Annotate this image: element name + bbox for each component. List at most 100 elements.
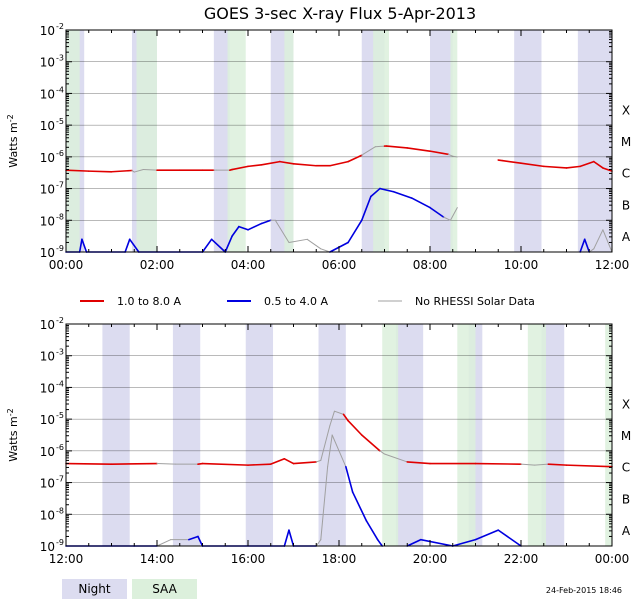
series-05-4A-seg-26 <box>410 197 431 209</box>
series-1-8A-seg-17 <box>360 434 381 452</box>
ytick-exp-2: -4 <box>56 379 64 388</box>
xtick-label-5: 10:00 <box>504 258 539 272</box>
ytick-label-4: 10 <box>40 151 55 165</box>
series-1-8A-seg-22 <box>474 462 522 465</box>
y-axis-label: Watts m-2 <box>6 114 20 167</box>
series-05-4A-seg-25 <box>392 190 413 199</box>
series-1-8A-seg-6 <box>201 462 249 466</box>
xtick-label-3: 18:00 <box>322 552 357 566</box>
series-1-8A-seg-11 <box>315 459 322 463</box>
xtick-label-5: 22:00 <box>504 552 539 566</box>
series-1-8A-seg-3 <box>156 463 176 465</box>
series-1-8A-seg-17 <box>279 160 295 165</box>
panel-1: 10-210-310-410-510-610-710-810 -900:00 02:… <box>6 22 631 272</box>
series-05-4A-seg-23 <box>370 187 381 198</box>
series-1-8A-seg-20 <box>329 160 349 167</box>
legend-label-1: 1.0 to 8.0 A <box>117 295 182 308</box>
bands-legend: Night SAA <box>62 579 197 599</box>
series-05-4A-seg-2 <box>78 238 83 253</box>
xtick-label-6: 00:00 <box>595 552 630 566</box>
ytick-exp-6: -8 <box>56 506 64 515</box>
series-1-8A-seg-14 <box>333 410 345 415</box>
series-1-8A-seg-29 <box>447 153 454 157</box>
flare-class-X: X <box>622 103 630 117</box>
series-1-8A-seg-35 <box>565 165 581 169</box>
ytick-exp-7: -9 <box>56 244 64 253</box>
ytick-label-0: 10 <box>40 24 55 38</box>
xtick-label-1: 02:00 <box>140 258 175 272</box>
night-band-7 <box>514 30 542 252</box>
series-05-4A-seg-30 <box>579 238 586 253</box>
series-05-4A-seg-28 <box>443 216 451 221</box>
series-1-8A-seg-2 <box>110 462 158 465</box>
series-05-4A-seg-19 <box>320 248 331 253</box>
series-05-4A-seg-33 <box>593 229 604 250</box>
saa-band-3 <box>227 30 246 252</box>
saa-band-1 <box>382 324 399 546</box>
y-axis-label-text: Watts m <box>7 416 20 461</box>
series-05-4A-seg-21 <box>347 219 363 244</box>
series-05-4A-seg-3 <box>81 238 88 253</box>
ytick-label-3: 10 <box>40 413 55 427</box>
saa-band-1 <box>66 30 80 252</box>
series-1-8A-seg-2 <box>87 170 113 173</box>
series-05-4A-seg-14 <box>260 219 272 225</box>
ytick-exp-3: -5 <box>56 411 64 420</box>
series-1-8A-seg-8 <box>269 457 286 465</box>
series-05-4A-seg-24 <box>379 187 395 193</box>
series-05-4A-seg-22 <box>406 538 422 547</box>
saa-band-4 <box>284 30 294 252</box>
night-band-5 <box>395 324 424 546</box>
legend-label-2: 0.5 to 4.0 A <box>264 295 329 308</box>
saa-band-4 <box>605 324 612 546</box>
series-1-8A-seg-13 <box>329 410 335 426</box>
panel-2: 10-210-310-410-510-610-710-810 -912:00 14:… <box>6 316 631 566</box>
series-1-8A-seg-14 <box>231 165 249 171</box>
ytick-label-3: 10 <box>40 119 55 133</box>
ytick-label-0: 10 <box>40 318 55 332</box>
series-05-4A-seg-13 <box>247 222 263 231</box>
series-05-4A-seg-26 <box>497 529 522 547</box>
ytick-label-5: 10 <box>40 183 55 197</box>
series-05-4A-seg-9 <box>288 529 295 547</box>
ytick-label-4: 10 <box>40 445 55 459</box>
series-1-8A-seg-30 <box>452 155 458 158</box>
series-05-4A-seg-18 <box>306 238 322 250</box>
saa-band-2 <box>136 30 157 252</box>
series-1-8A <box>65 410 613 468</box>
y-axis-label-sup: -2 <box>6 408 15 416</box>
xtick-label-0: 12:00 <box>49 552 84 566</box>
series-1-8A-seg-26 <box>565 464 613 468</box>
y-axis-label-sup: -2 <box>6 114 15 122</box>
night-band-2 <box>172 324 201 546</box>
series-05-4A-seg-17 <box>351 491 368 522</box>
series-1-8A-seg-1 <box>65 169 90 172</box>
series-1-8A-seg-12 <box>320 424 331 461</box>
series-05-4A-seg-23 <box>420 538 454 547</box>
series-1-8A-seg-3 <box>110 169 133 173</box>
band-swatch-1 <box>62 579 127 599</box>
series-05-4A-seg-5 <box>124 238 131 253</box>
ytick-exp-7: -9 <box>56 538 64 547</box>
ytick-label-1: 10 <box>40 350 55 364</box>
series-05-4A-seg-16 <box>345 465 354 493</box>
flare-class-B: B <box>622 492 630 506</box>
series-1-8A-seg-33 <box>520 162 545 168</box>
ytick-label-6: 10 <box>40 214 55 228</box>
series-1-8A-seg-16 <box>347 419 363 436</box>
ytick-label-2: 10 <box>40 87 55 101</box>
band-swatch-2 <box>132 579 197 599</box>
series-1-8A-seg-18 <box>292 163 318 167</box>
y-axis-label: Watts m-2 <box>6 408 20 461</box>
xtick-label-4: 08:00 <box>413 258 448 272</box>
flare-class-C: C <box>622 167 630 181</box>
ytick-exp-0: -2 <box>56 22 64 31</box>
night-band-7 <box>541 324 565 546</box>
series-05-4A-seg-5 <box>188 535 199 541</box>
ytick-exp-5: -7 <box>56 181 64 190</box>
series-05-4A-seg-18 <box>365 519 379 541</box>
series-05-4A-seg-24 <box>451 538 477 547</box>
series-05-4A-seg-10 <box>224 235 233 253</box>
series-1-8A-seg-36 <box>579 160 595 168</box>
flare-class-A: A <box>622 230 631 244</box>
